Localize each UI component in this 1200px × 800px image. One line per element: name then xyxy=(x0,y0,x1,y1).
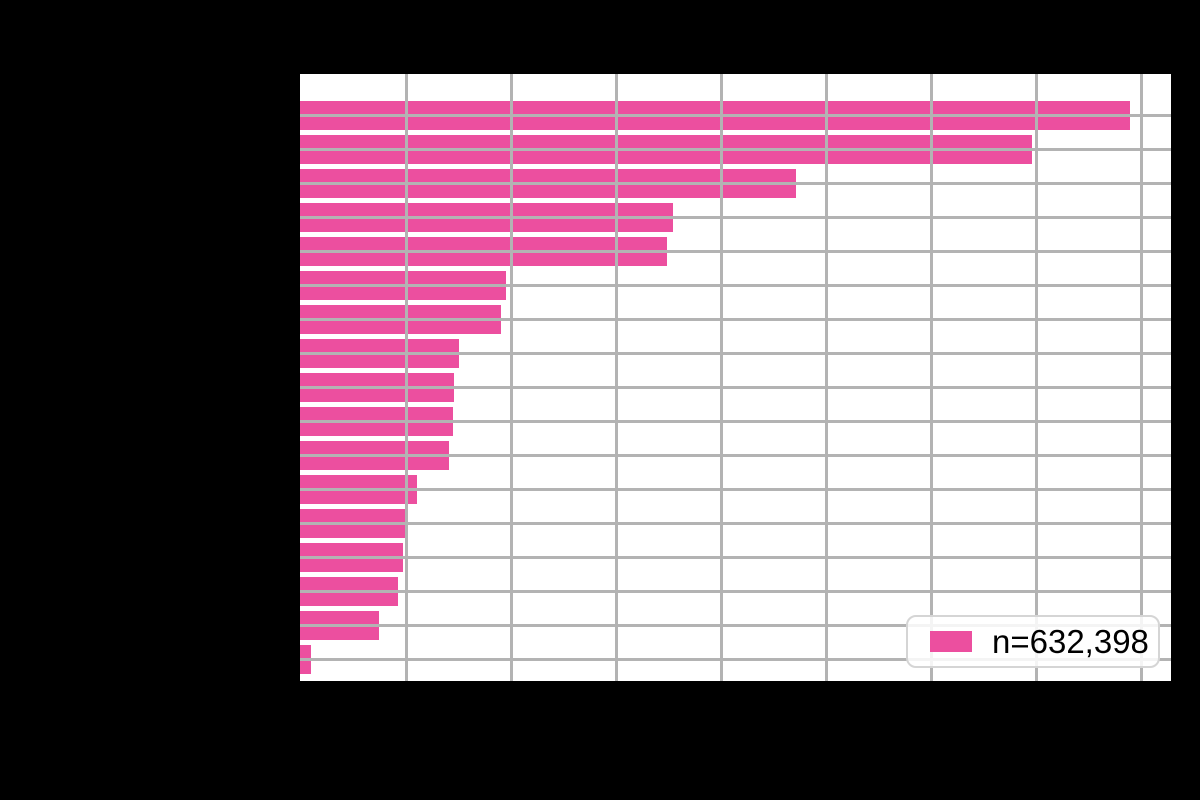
x-gridline xyxy=(509,74,513,681)
x-gridline xyxy=(824,74,828,681)
legend: n=632,398 xyxy=(906,615,1160,668)
y-gridline xyxy=(300,522,1171,525)
x-gridline xyxy=(614,74,618,681)
y-gridline xyxy=(300,352,1171,355)
y-gridline xyxy=(300,590,1171,593)
y-gridline xyxy=(300,216,1171,219)
y-gridline xyxy=(300,624,1171,627)
y-gridline xyxy=(300,556,1171,559)
y-gridline xyxy=(300,114,1171,117)
x-gridline xyxy=(404,74,408,681)
y-gridline xyxy=(300,386,1171,389)
x-gridline xyxy=(1034,74,1038,681)
y-gridline xyxy=(300,488,1171,491)
x-gridline xyxy=(1139,74,1143,681)
legend-label: n=632,398 xyxy=(992,623,1149,660)
y-gridline xyxy=(300,284,1171,287)
x-gridline xyxy=(929,74,933,681)
plot-area: n=632,398 xyxy=(300,74,1171,681)
x-gridline xyxy=(719,74,723,681)
y-gridline xyxy=(300,420,1171,423)
y-gridline xyxy=(300,250,1171,253)
y-gridline xyxy=(300,318,1171,321)
legend-swatch xyxy=(930,631,972,652)
y-gridline xyxy=(300,658,1171,661)
y-gridline xyxy=(300,182,1171,185)
y-gridline xyxy=(300,454,1171,457)
y-gridline xyxy=(300,148,1171,151)
